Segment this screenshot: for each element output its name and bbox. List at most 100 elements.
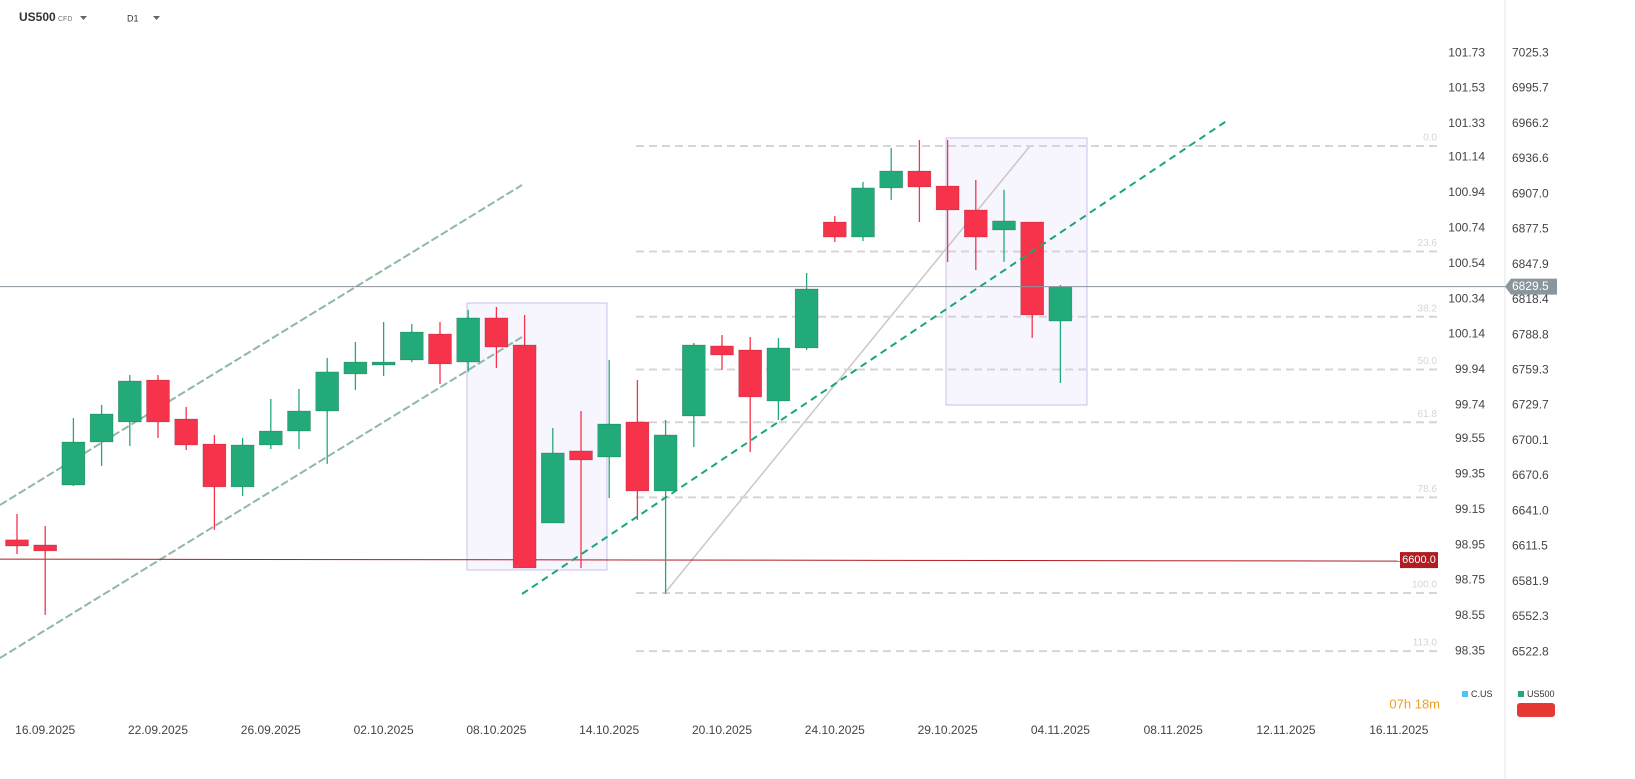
fib-label: 78.6 [1418, 484, 1438, 495]
candle-body [794, 288, 819, 349]
timeframe-caret[interactable] [153, 16, 160, 20]
fib-label: 23.6 [1418, 238, 1438, 249]
trade-button[interactable] [1517, 703, 1555, 717]
fib-label: 61.8 [1418, 409, 1438, 420]
level-label: 6600.0 [1402, 554, 1436, 566]
candle-body [174, 418, 198, 446]
y-tick-label: 6759.3 [1512, 362, 1549, 376]
y-tick-label: 6611.5 [1512, 539, 1548, 553]
timeframe[interactable]: D1 [127, 13, 139, 23]
candle-body [89, 413, 114, 443]
y2-tick-label: 101.14 [1448, 150, 1485, 164]
countdown: 07h 18m [1389, 696, 1440, 711]
channel-line [0, 336, 523, 659]
y2-tick-label: 99.74 [1455, 397, 1485, 411]
symbol[interactable]: US500 [19, 10, 56, 24]
fib-label: 113.0 [1413, 638, 1438, 649]
candle-body [33, 544, 58, 552]
y2-tick-label: 98.75 [1455, 573, 1485, 587]
candle-body [935, 185, 960, 211]
candle-body [851, 187, 875, 238]
candle-body [371, 361, 396, 366]
candle-body [569, 450, 593, 461]
x-tick-label: 12.11.2025 [1256, 723, 1315, 737]
y2-tick-label: 100.54 [1448, 256, 1485, 270]
y2-tick-label: 100.74 [1448, 220, 1485, 234]
y2-tick-label: 100.14 [1448, 327, 1485, 341]
y2-tick-label: 99.94 [1455, 362, 1485, 376]
y2-tick-label: 101.53 [1448, 81, 1485, 95]
y2-tick-label: 99.55 [1455, 431, 1485, 445]
y2-tick-label: 98.95 [1455, 537, 1485, 551]
y2-tick-label: 100.94 [1448, 185, 1485, 199]
candle-body [710, 345, 734, 356]
x-tick-label: 08.11.2025 [1144, 723, 1203, 737]
legend-label: US500 [1527, 689, 1555, 699]
y-tick-label: 6522.8 [1512, 644, 1549, 658]
y-tick-label: 6995.7 [1512, 81, 1549, 95]
legend-swatch [1518, 691, 1524, 697]
fib-label: 38.2 [1418, 303, 1438, 314]
candle-body [315, 371, 340, 412]
y2-tick-label: 101.33 [1448, 116, 1485, 130]
candle-body [428, 333, 452, 365]
last-price-label: 6829.5 [1512, 279, 1549, 293]
y-tick-label: 6907.0 [1512, 186, 1549, 200]
candle-body [202, 443, 227, 488]
x-tick-label: 24.10.2025 [805, 723, 865, 737]
candle-body [399, 331, 424, 361]
y-tick-label: 6877.5 [1512, 222, 1549, 236]
candle-body [822, 221, 847, 238]
drawings [0, 137, 1088, 659]
x-tick-label: 20.10.2025 [692, 723, 752, 737]
y2-tick-label: 99.35 [1455, 466, 1485, 480]
y-tick-label: 6847.9 [1512, 257, 1549, 271]
y-tick-label: 6818.4 [1512, 292, 1549, 306]
footer: 07h 18m [1389, 696, 1555, 717]
y-tick-label: 6729.7 [1512, 398, 1549, 412]
candle-body [681, 344, 706, 417]
y-tick-label: 6670.6 [1512, 468, 1549, 482]
candle-body [287, 410, 311, 432]
candle-body [963, 209, 988, 238]
plot: 6600.0 6829.5 [0, 140, 1557, 615]
fib-label: 0.0 [1423, 133, 1437, 144]
candle-body [766, 347, 791, 402]
y-tick-label: 6641.0 [1512, 503, 1549, 517]
y2-tick-label: 98.55 [1455, 608, 1485, 622]
y2-tick-label: 101.73 [1448, 45, 1485, 59]
y2-tick-label: 98.35 [1455, 643, 1485, 657]
y2-tick-label: 100.34 [1448, 291, 1485, 305]
legend-swatch [1462, 691, 1468, 697]
header: US500 CFD D1 [19, 10, 160, 24]
candle-body [879, 170, 904, 189]
y-tick-label: 6700.1 [1512, 433, 1549, 447]
instrument-type: CFD [58, 16, 72, 23]
fibonacci: 0.0 23.6 38.2 50.0 61.8 78.6 100.0 113.0 [636, 133, 1440, 653]
x-tick-label: 16.11.2025 [1369, 723, 1428, 737]
y2-tick-label: 99.15 [1455, 502, 1485, 516]
x-tick-label: 02.10.2025 [354, 723, 414, 737]
y-tick-label: 6788.8 [1512, 327, 1549, 341]
fib-label: 100.0 [1412, 580, 1437, 591]
candle-body [1048, 286, 1073, 322]
y-tick-label: 6581.9 [1512, 574, 1549, 588]
candle-body [5, 539, 29, 547]
candle-body [907, 170, 932, 188]
channel-line [0, 184, 523, 506]
last-price-tag [1505, 278, 1557, 295]
x-tick-label: 14.10.2025 [579, 723, 639, 737]
candle-body [597, 423, 622, 458]
legend-label: C.US [1471, 689, 1493, 699]
candle-body [1020, 221, 1045, 316]
x-tick-label: 08.10.2025 [466, 723, 526, 737]
y-tick-label: 6552.3 [1512, 609, 1549, 623]
x-tick-label: 29.10.2025 [918, 723, 978, 737]
candle-body [992, 220, 1016, 231]
symbol-caret[interactable] [80, 16, 87, 20]
box-drawing [466, 302, 608, 571]
candle-body [343, 361, 368, 375]
fib-label: 50.0 [1418, 356, 1438, 367]
candle-body [738, 349, 763, 398]
